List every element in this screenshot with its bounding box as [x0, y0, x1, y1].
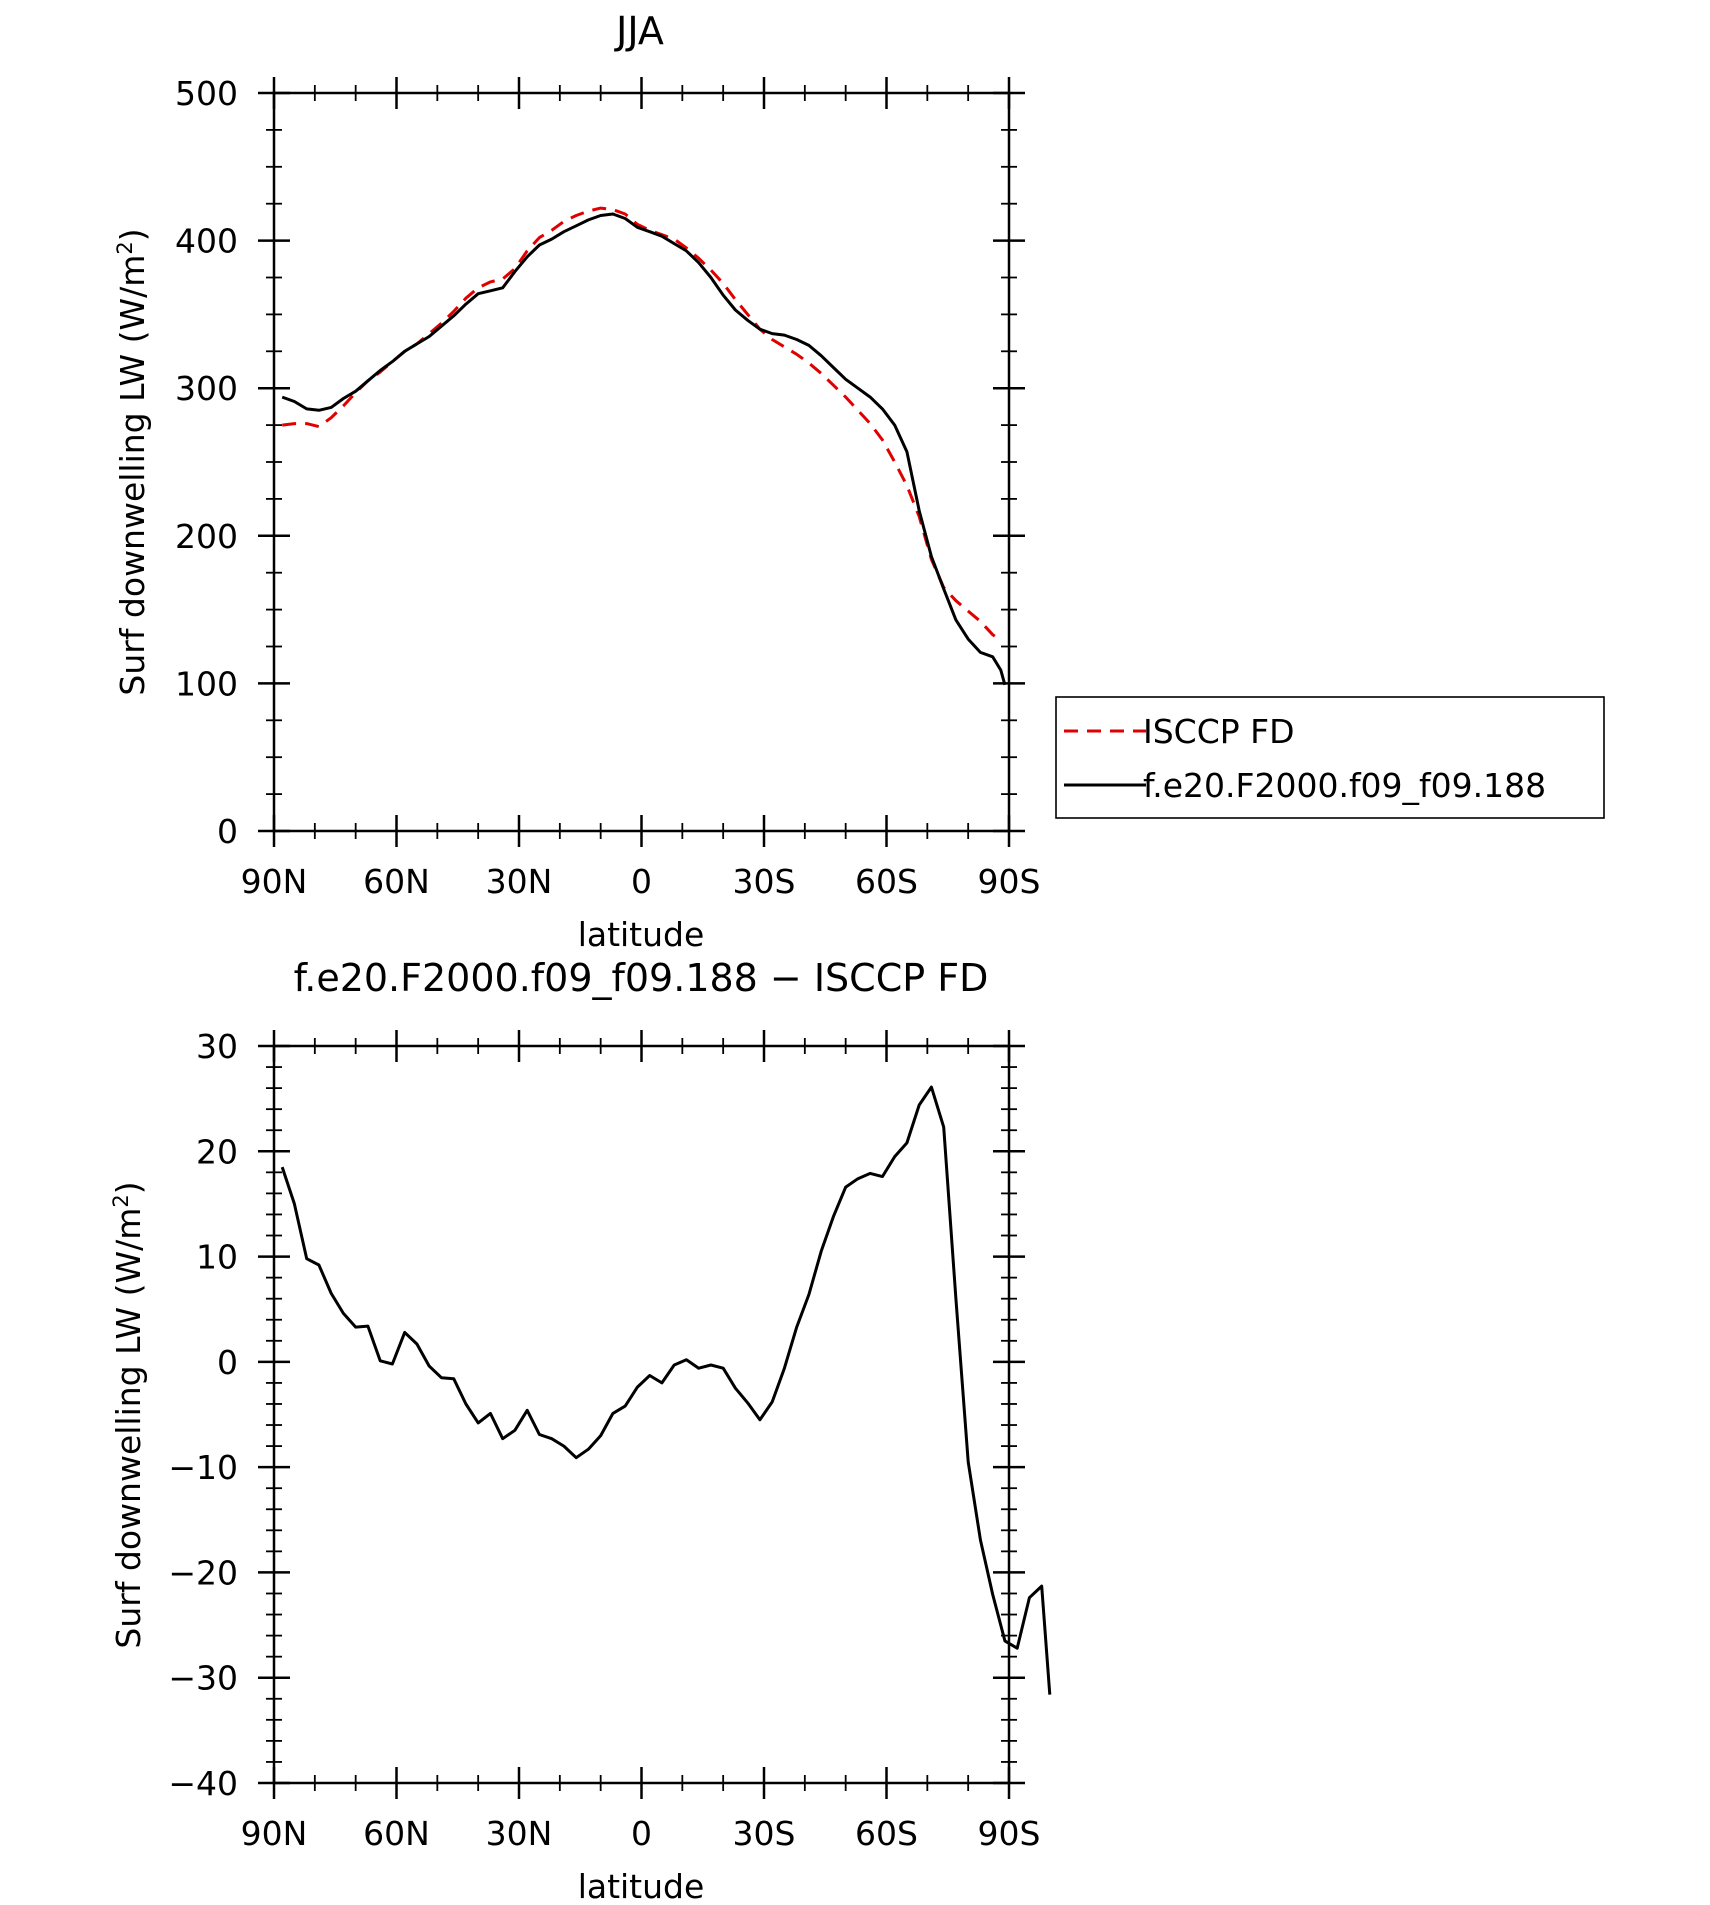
- y-tick-label: 100: [175, 664, 238, 703]
- y-axis-label: Surf downwelling LW (W/m2): [109, 1181, 148, 1648]
- series-lines: [280, 1085, 1052, 1695]
- x-tick-label: 30N: [486, 862, 553, 901]
- x-tick-label: 90S: [978, 862, 1041, 901]
- x-tick-label: 0: [631, 862, 652, 901]
- y-tick-label: 400: [175, 222, 238, 261]
- x-tick-label: 60S: [855, 862, 918, 901]
- x-tick-label: 30S: [733, 1814, 796, 1853]
- y-tick-label: −20: [168, 1553, 238, 1592]
- chart-title: f.e20.F2000.f09_f09.188 − ISCCP FD: [294, 956, 989, 1000]
- y-axis-label-main: Surf downwelling LW (W/m: [113, 255, 152, 696]
- x-tick-label: 90S: [978, 1814, 1041, 1853]
- y-axis-label: Surf downwelling LW (W/m2): [113, 228, 152, 695]
- y-tick-label: 300: [175, 369, 238, 408]
- y-tick-label: 500: [175, 74, 238, 113]
- series-line-0: [280, 1085, 1052, 1695]
- x-tick-label: 30N: [486, 1814, 553, 1853]
- y-axis-label-close: ): [109, 1181, 148, 1194]
- y-tick-label: −10: [168, 1448, 238, 1487]
- axis-ticks: [258, 1030, 1025, 1799]
- x-tick-label: 60N: [363, 1814, 430, 1853]
- y-tick-label: 30: [196, 1027, 238, 1066]
- x-tick-labels: 90N 60N 30N 0 30S 60S 90S: [241, 1814, 1041, 1853]
- series-lines: [281, 206, 1007, 686]
- y-tick-label: 0: [217, 812, 238, 851]
- y-tick-label: 10: [196, 1238, 238, 1277]
- chart-top: JJA 0 100 200 300 400 500 90N 60N 30N 0 30S 60S 90S…: [113, 9, 1605, 954]
- legend-box: [1055, 696, 1605, 819]
- y-axis-label-main: Surf downwelling LW (W/m: [109, 1208, 148, 1649]
- axis-ticks: [258, 77, 1025, 847]
- y-axis-label-sup: 2: [109, 1194, 133, 1207]
- chart-title: JJA: [614, 9, 664, 53]
- y-axis-label-sup: 2: [113, 241, 137, 254]
- x-tick-label: 60N: [363, 862, 430, 901]
- chart-bottom: f.e20.F2000.f09_f09.188 − ISCCP FD −40 −3…: [109, 956, 1052, 1905]
- x-tick-label: 0: [631, 1814, 652, 1853]
- series-line-1: [281, 212, 1007, 686]
- y-axis-label-close: ): [113, 228, 152, 241]
- y-tick-label: 20: [196, 1132, 238, 1171]
- y-tick-labels: −40 −30 −20 −10 0 10 20 30: [168, 1027, 238, 1803]
- x-tick-labels: 90N 60N 30N 0 30S 60S 90S: [241, 862, 1041, 901]
- x-tick-label: 90N: [241, 1814, 308, 1853]
- x-tick-label: 30S: [733, 862, 796, 901]
- plot-frame: [272, 91, 1011, 833]
- y-tick-label: −40: [168, 1764, 238, 1803]
- x-axis-label: latitude: [578, 1867, 705, 1905]
- x-tick-label: 90N: [241, 862, 308, 901]
- x-axis-label: latitude: [578, 915, 705, 954]
- y-tick-labels: 0 100 200 300 400 500: [175, 74, 238, 851]
- x-tick-label: 60S: [855, 1814, 918, 1853]
- y-tick-label: 0: [217, 1343, 238, 1382]
- legend-label-model: f.e20.F2000.f09_f09.188: [1143, 766, 1546, 805]
- legend-label-isccp: ISCCP FD: [1143, 712, 1295, 751]
- y-tick-label: 200: [175, 517, 238, 556]
- plot-frame: [272, 1044, 1011, 1785]
- y-tick-label: −30: [168, 1659, 238, 1698]
- legend: ISCCP FD f.e20.F2000.f09_f09.188: [1055, 696, 1605, 819]
